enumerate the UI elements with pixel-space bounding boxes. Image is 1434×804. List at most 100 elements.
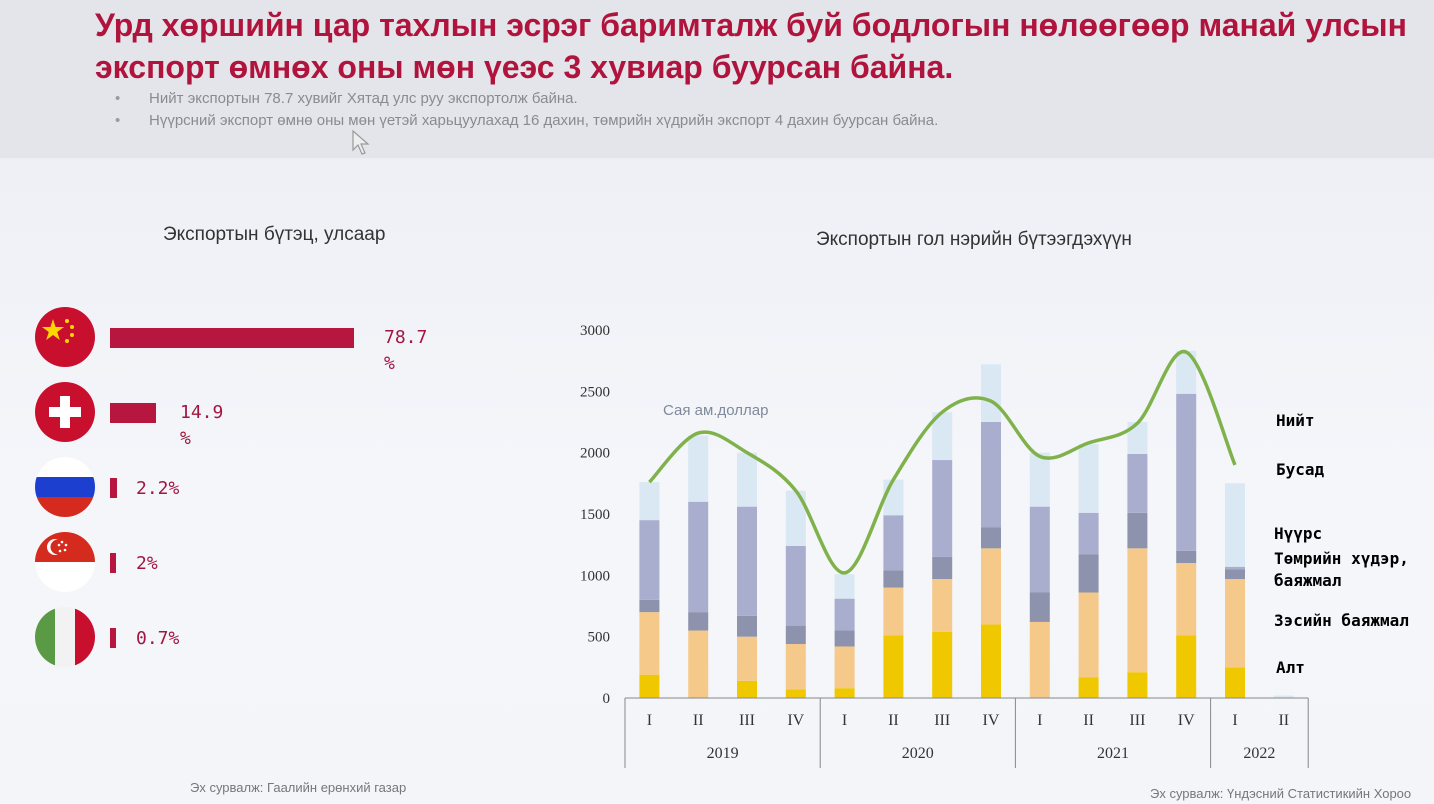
x-tick-label: II	[1278, 712, 1289, 729]
country-percent-label: 0.7%	[136, 628, 180, 649]
right-source-note: Эх сурвалж: Үндэсний Статистикийн Хороо	[1150, 786, 1412, 801]
stacked-bar-segment	[1127, 672, 1148, 698]
stacked-bar-segment	[1029, 452, 1050, 507]
stacked-bar-segment	[834, 598, 855, 631]
bullet-item: Нүүрсний экспорт өмнө оны мөн үетэй харь…	[115, 110, 938, 132]
stacked-bar-segment	[981, 624, 1001, 698]
stacked-bar-segment	[1029, 592, 1050, 622]
stacked-bar-segment	[1127, 422, 1148, 454]
y-tick-label: 0	[603, 691, 611, 707]
stacked-bar-segment	[932, 556, 953, 580]
x-tick-label: III	[1129, 712, 1145, 729]
x-tick-label: IV	[983, 712, 1000, 729]
year-group-label: 2019	[707, 745, 739, 762]
y-tick-label: 500	[588, 630, 611, 646]
country-percent-label: 14.9 %	[180, 402, 224, 449]
legend-gold: Алт	[1276, 658, 1305, 677]
stacked-bar-segment	[785, 689, 806, 698]
stacked-bar-segment	[737, 636, 757, 681]
y-tick-label: 1000	[580, 568, 610, 584]
country-percent-label: 2%	[136, 553, 158, 574]
stacked-bar-segment	[932, 412, 953, 461]
stacked-bar-segment	[932, 631, 953, 698]
stacked-bar-segment	[1225, 483, 1245, 567]
stacked-bar-segment	[981, 527, 1001, 549]
stacked-bar-segment	[1273, 695, 1294, 698]
stacked-bar-segment	[981, 548, 1001, 625]
stacked-bar-segment	[1176, 563, 1197, 636]
stacked-bar-segment	[1078, 512, 1099, 555]
stacked-bar-segment	[688, 501, 709, 613]
y-tick-label: 2000	[580, 446, 610, 462]
stacked-bar-segment	[1127, 453, 1148, 513]
unit-label: Сая ам.доллар	[663, 402, 768, 419]
stacked-bar-segment	[1127, 548, 1148, 673]
bullet-list: Нийт экспортын 78.7 хувийг Хятад улс руу…	[115, 88, 938, 132]
x-tick-label: I	[1232, 712, 1237, 729]
legend-iron-ore: Төмрийн хүдэр, баяжмал	[1274, 549, 1409, 590]
country-bar	[110, 478, 117, 498]
stacked-bar-segment	[1176, 350, 1197, 394]
stacked-bar-segment	[981, 422, 1001, 528]
mouse-cursor-icon	[352, 130, 370, 155]
stacked-bar-segment	[1078, 554, 1099, 593]
stacked-bar-segment	[737, 506, 757, 616]
stacked-bar-segment	[1225, 566, 1245, 570]
stacked-bar-segment	[639, 482, 660, 521]
x-tick-label: I	[647, 712, 652, 729]
stacked-bar-segment	[1078, 592, 1099, 678]
stacked-bar-segment	[834, 688, 855, 698]
stacked-bar-chart: 0 500 1000 1500 2000 2500 3000 Сая ам.доллар I…	[580, 323, 1309, 768]
legend-coal: Нүүрс	[1274, 524, 1323, 543]
stacked-bar-segment	[834, 646, 855, 689]
stacked-bar-segment	[688, 612, 709, 631]
x-tick-label: I	[842, 712, 847, 729]
y-tick-label: 3000	[580, 323, 610, 339]
country-percent-label: 78.7 %	[384, 327, 428, 374]
stacked-bar-segment	[981, 364, 1001, 422]
stacked-bar-segment	[883, 587, 904, 636]
year-group-label: 2021	[1097, 745, 1129, 762]
stacked-bar-segment	[1225, 569, 1245, 580]
switzerland-flag-icon	[35, 382, 95, 442]
legend-other: Бусад	[1276, 460, 1325, 479]
y-tick-label: 2500	[580, 384, 610, 400]
italy-flag-icon	[35, 607, 95, 667]
stacked-bar-segment	[1127, 512, 1148, 549]
page-title: Урд хөршийн цар тахлын эсрэг баримталж б…	[95, 7, 1407, 85]
stacked-bar-segment	[1225, 667, 1245, 698]
stacked-bar-segment	[1078, 444, 1099, 513]
singapore-flag-icon	[35, 532, 95, 592]
total-series-line	[648, 350, 1237, 575]
russia-flag-icon	[35, 457, 95, 517]
stacked-bar-segment	[834, 574, 855, 599]
country-bar	[110, 553, 117, 573]
x-tick-label: I	[1037, 712, 1042, 729]
stacked-bar-segment	[639, 674, 660, 698]
stacked-bar-segment	[688, 630, 709, 698]
stacked-bar-segment	[1225, 579, 1245, 668]
x-tick-label: IV	[1178, 712, 1195, 729]
stacked-bar-segment	[883, 635, 904, 698]
stacked-bar-segment	[834, 630, 855, 647]
x-tick-label: IV	[787, 712, 804, 729]
china-flag-icon	[35, 307, 95, 367]
stacked-bar-segment	[1029, 621, 1050, 698]
stacked-bar-segment	[883, 570, 904, 588]
x-tick-label: II	[693, 712, 704, 729]
country-percent-label: 2.2%	[136, 478, 180, 499]
stacked-bar-segment	[932, 460, 953, 557]
stacked-bar-segment	[639, 612, 660, 675]
x-tick-label: II	[1083, 712, 1094, 729]
stacked-bar-segment	[639, 520, 660, 600]
stacked-bar-segment	[932, 579, 953, 632]
stacked-bar-segment	[737, 452, 757, 507]
country-bar	[110, 328, 354, 348]
bullet-item: Нийт экспортын 78.7 хувийг Хятад улс руу…	[115, 88, 938, 110]
x-tick-label: II	[888, 712, 899, 729]
stacked-bar-segment	[737, 680, 757, 698]
stacked-bar-segment	[785, 490, 806, 546]
country-bar	[110, 628, 116, 648]
stacked-bar-segment	[688, 435, 709, 502]
stacked-bar-segment	[639, 599, 660, 613]
